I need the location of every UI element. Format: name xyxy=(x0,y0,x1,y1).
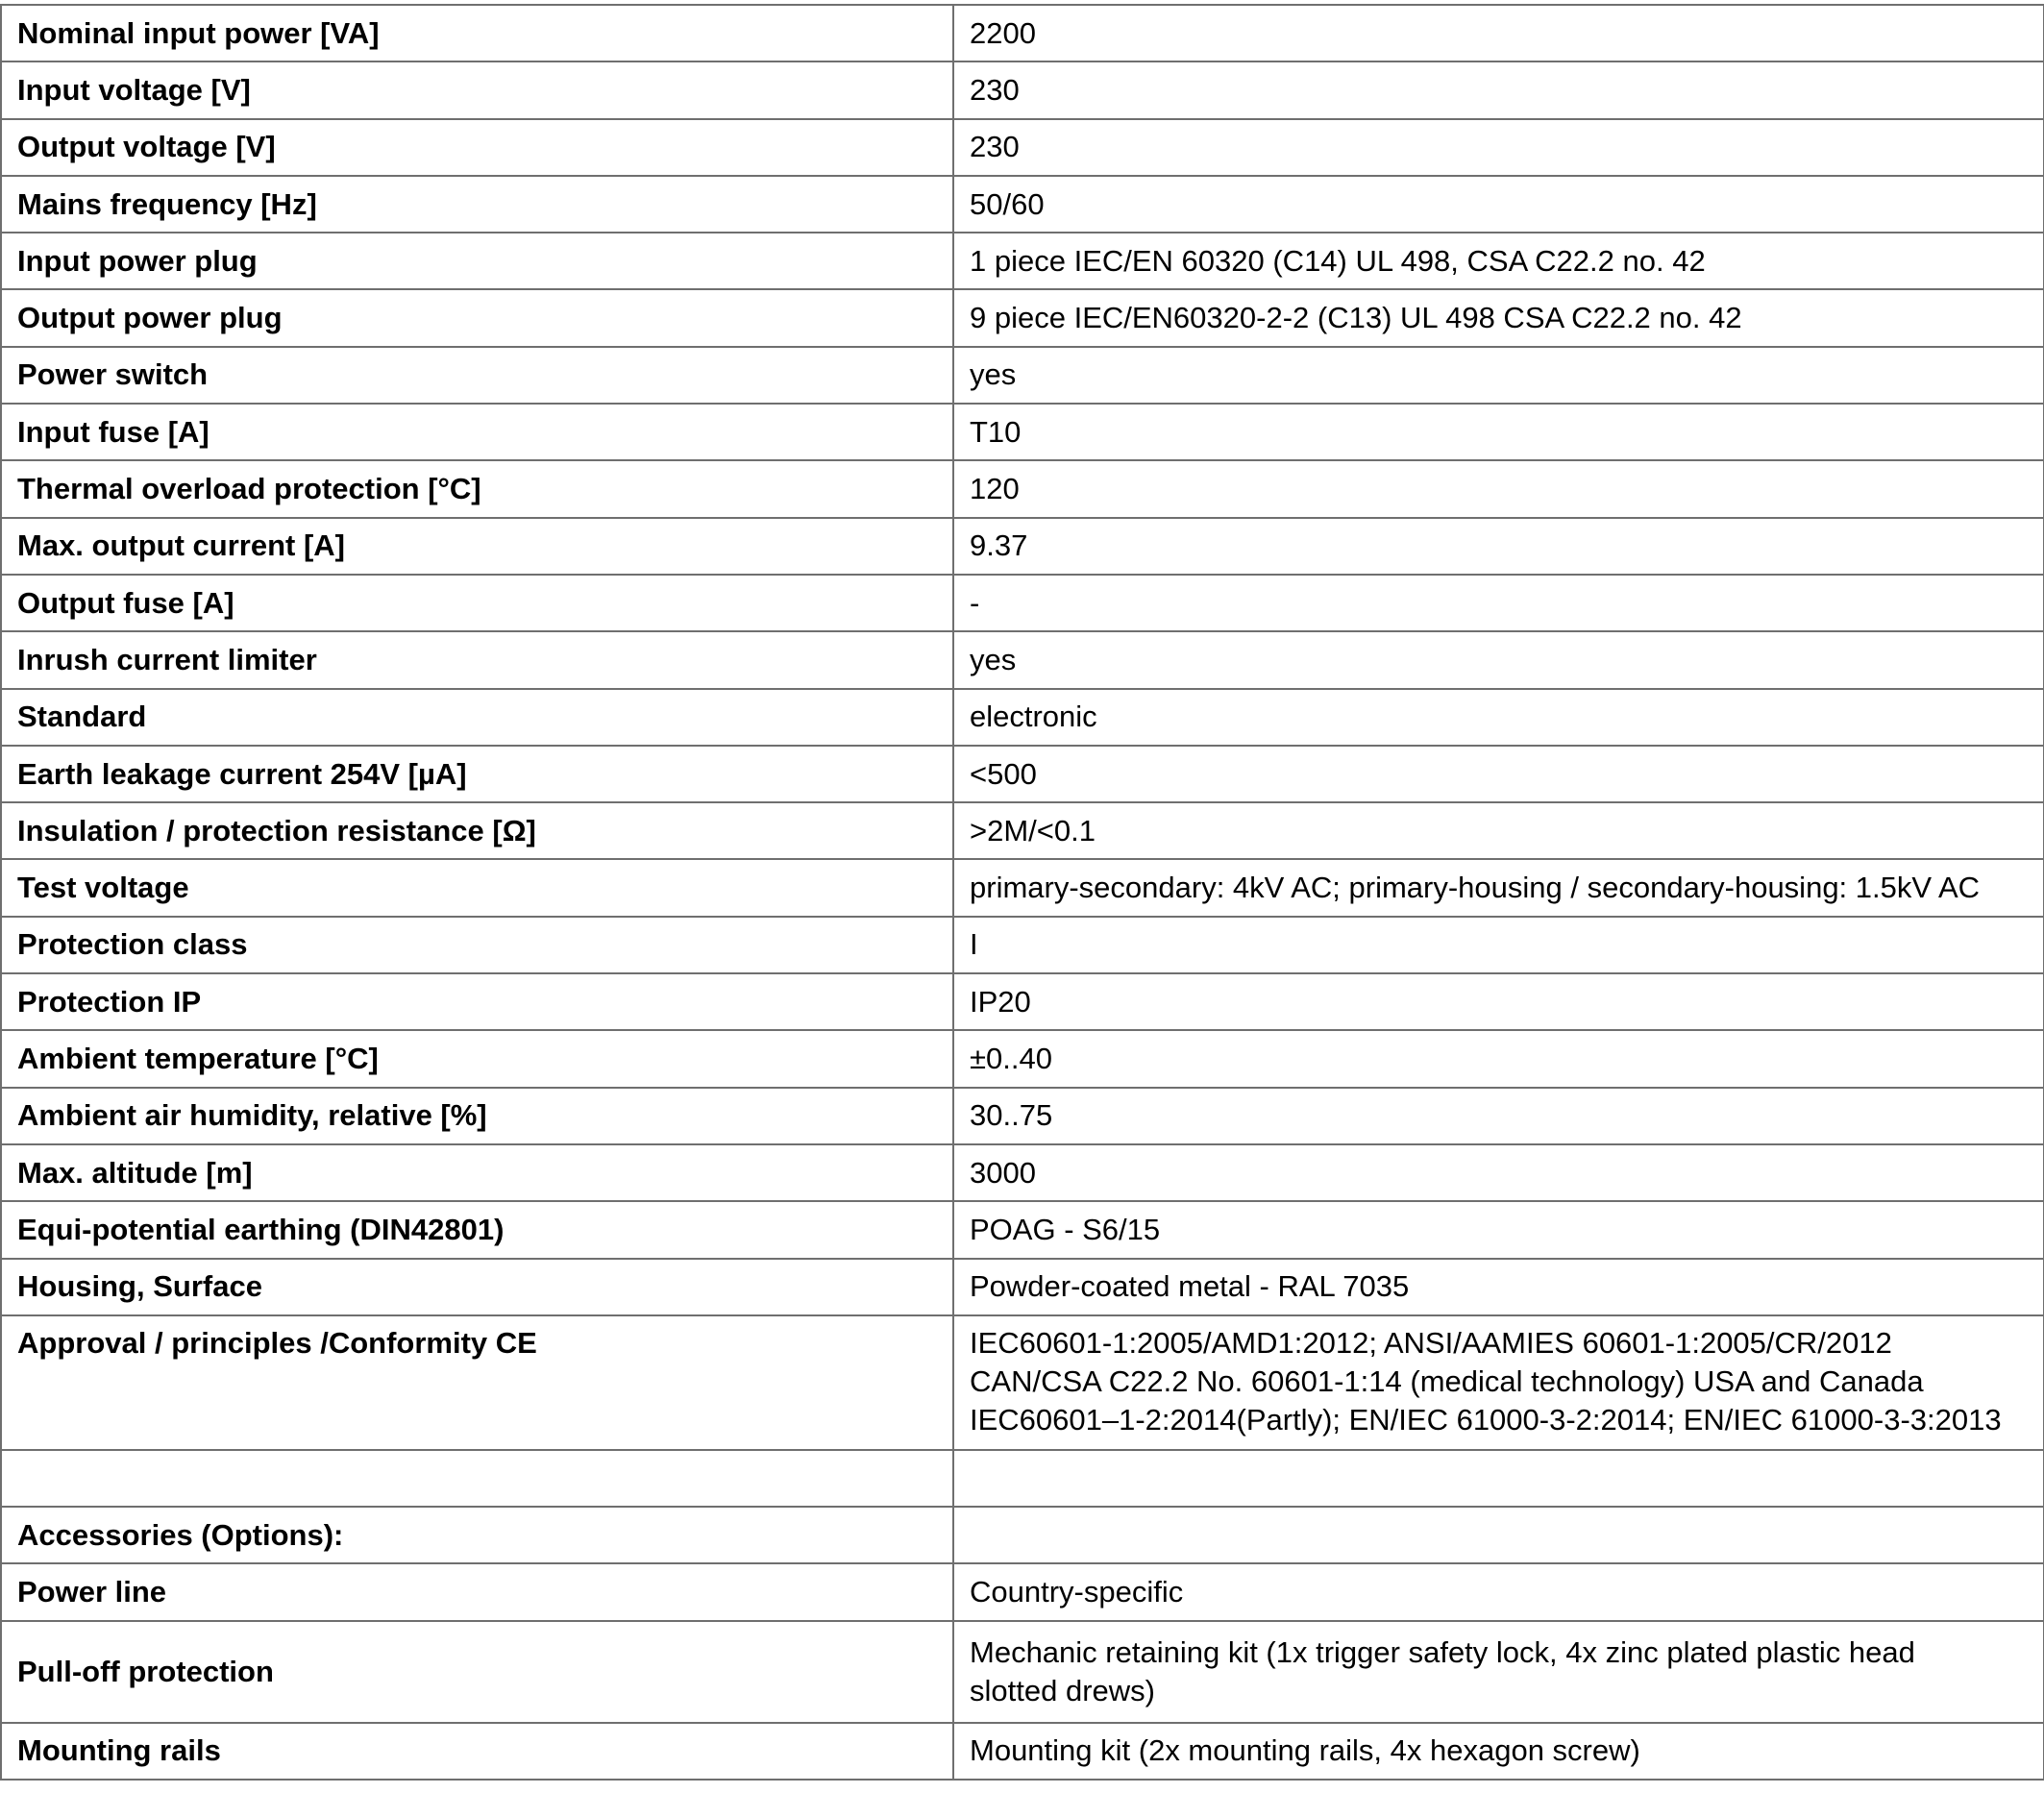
row-value: Country-specific xyxy=(952,1562,2044,1622)
table-row: Output power plug 9 piece IEC/EN60320-2-2… xyxy=(0,288,2044,348)
table-row: Protection class I xyxy=(0,915,2044,975)
row-label: Output fuse [A] xyxy=(0,573,954,633)
row-label: Ambient temperature [°C] xyxy=(0,1029,954,1089)
row-value: 120 xyxy=(952,459,2044,519)
table-row: Housing, Surface Powder-coated metal - RA… xyxy=(0,1257,2044,1316)
table-row: Max. output current [A] 9.37 xyxy=(0,516,2044,576)
row-label: Protection class xyxy=(0,915,954,975)
table-row: Nominal input power [VA] 2200 xyxy=(0,3,2044,63)
table-row: Input power plug 1 piece IEC/EN 60320 (C1… xyxy=(0,232,2044,291)
row-label: Earth leakage current 254V [µA] xyxy=(0,744,954,804)
row-label: Approval / principles /Conformity CE xyxy=(0,1314,954,1451)
row-value: yes xyxy=(952,345,2044,405)
row-label: Power switch xyxy=(0,345,954,405)
table-row: Earth leakage current 254V [µA] <500 xyxy=(0,744,2044,804)
row-value: electronic xyxy=(952,687,2044,747)
table-row: Approval / principles /Conformity CE IEC6… xyxy=(0,1314,2044,1451)
row-label: Nominal input power [VA] xyxy=(0,3,954,63)
row-label: Max. output current [A] xyxy=(0,516,954,576)
row-value: 30..75 xyxy=(952,1086,2044,1145)
row-value: T10 xyxy=(952,403,2044,462)
row-value: POAG - S6/15 xyxy=(952,1200,2044,1260)
row-value: ±0..40 xyxy=(952,1029,2044,1089)
row-label: Standard xyxy=(0,687,954,747)
row-label: Input power plug xyxy=(0,232,954,291)
row-value: yes xyxy=(952,630,2044,690)
row-label: Thermal overload protection [°C] xyxy=(0,459,954,519)
row-value: IEC60601-1:2005/AMD1:2012; ANSI/AAMIES 6… xyxy=(952,1314,2044,1451)
table-row: Test voltage primary-secondary: 4kV AC; p… xyxy=(0,858,2044,918)
table-row: Mounting rails Mounting kit (2x mounting … xyxy=(0,1721,2044,1781)
table-row: Input fuse [A] T10 xyxy=(0,403,2044,462)
table-row: Mains frequency [Hz] 50/60 xyxy=(0,174,2044,234)
row-value: Mechanic retaining kit (1x trigger safet… xyxy=(952,1619,2044,1724)
row-value: - xyxy=(952,573,2044,633)
row-label: Accessories (Options): xyxy=(0,1506,954,1565)
table-row: Input voltage [V] 230 xyxy=(0,61,2044,120)
spec-table: Nominal input power [VA] 2200 Input volta… xyxy=(0,3,2044,1781)
table-row: Ambient air humidity, relative [%] 30..75 xyxy=(0,1086,2044,1145)
row-label: Output voltage [V] xyxy=(0,117,954,177)
table-row: Ambient temperature [°C] ±0..40 xyxy=(0,1029,2044,1089)
table-row: Protection IP IP20 xyxy=(0,972,2044,1032)
row-value: 9 piece IEC/EN60320-2-2 (C13) UL 498 CSA… xyxy=(952,288,2044,348)
row-label: Power line xyxy=(0,1562,954,1622)
row-value: IP20 xyxy=(952,972,2044,1032)
row-label: Output power plug xyxy=(0,288,954,348)
row-label: Pull-off protection xyxy=(0,1619,954,1724)
row-value xyxy=(952,1448,2044,1509)
table-row: Pull-off protection Mechanic retaining ki… xyxy=(0,1619,2044,1724)
table-row: Power line Country-specific xyxy=(0,1562,2044,1622)
table-row: Output voltage [V] 230 xyxy=(0,117,2044,177)
row-value: 230 xyxy=(952,61,2044,120)
row-label: Mains frequency [Hz] xyxy=(0,174,954,234)
row-value: 1 piece IEC/EN 60320 (C14) UL 498, CSA C… xyxy=(952,232,2044,291)
table-row: Thermal overload protection [°C] 120 xyxy=(0,459,2044,519)
row-value: Mounting kit (2x mounting rails, 4x hexa… xyxy=(952,1721,2044,1781)
table-row xyxy=(0,1448,2044,1509)
row-label: Input voltage [V] xyxy=(0,61,954,120)
row-value: 3000 xyxy=(952,1142,2044,1203)
row-label: Max. altitude [m] xyxy=(0,1142,954,1203)
row-label: Equi-potential earthing (DIN42801) xyxy=(0,1200,954,1260)
row-label: Mounting rails xyxy=(0,1721,954,1781)
row-value: 9.37 xyxy=(952,516,2044,576)
table-row: Standard electronic xyxy=(0,687,2044,747)
row-label: Insulation / protection resistance [Ω] xyxy=(0,801,954,861)
row-label: Inrush current limiter xyxy=(0,630,954,690)
row-label xyxy=(0,1448,954,1509)
table-row: Insulation / protection resistance [Ω] >2… xyxy=(0,801,2044,861)
table-row: Output fuse [A] - xyxy=(0,573,2044,633)
row-label: Protection IP xyxy=(0,972,954,1032)
row-value: Powder-coated metal - RAL 7035 xyxy=(952,1257,2044,1316)
row-value: >2M/<0.1 xyxy=(952,801,2044,861)
row-value: <500 xyxy=(952,744,2044,804)
table-row: Inrush current limiter yes xyxy=(0,630,2044,690)
table-row: Equi-potential earthing (DIN42801) POAG -… xyxy=(0,1200,2044,1260)
row-label: Ambient air humidity, relative [%] xyxy=(0,1086,954,1145)
row-label: Input fuse [A] xyxy=(0,403,954,462)
row-value: 230 xyxy=(952,117,2044,177)
row-label: Housing, Surface xyxy=(0,1257,954,1316)
row-label: Test voltage xyxy=(0,858,954,918)
row-value: 50/60 xyxy=(952,174,2044,234)
table-row: Power switch yes xyxy=(0,345,2044,405)
table-row: Accessories (Options): xyxy=(0,1506,2044,1565)
row-value: primary-secondary: 4kV AC; primary-housi… xyxy=(952,858,2044,918)
row-value: 2200 xyxy=(952,3,2044,63)
row-value xyxy=(952,1506,2044,1565)
table-row: Max. altitude [m] 3000 xyxy=(0,1142,2044,1203)
row-value: I xyxy=(952,915,2044,975)
